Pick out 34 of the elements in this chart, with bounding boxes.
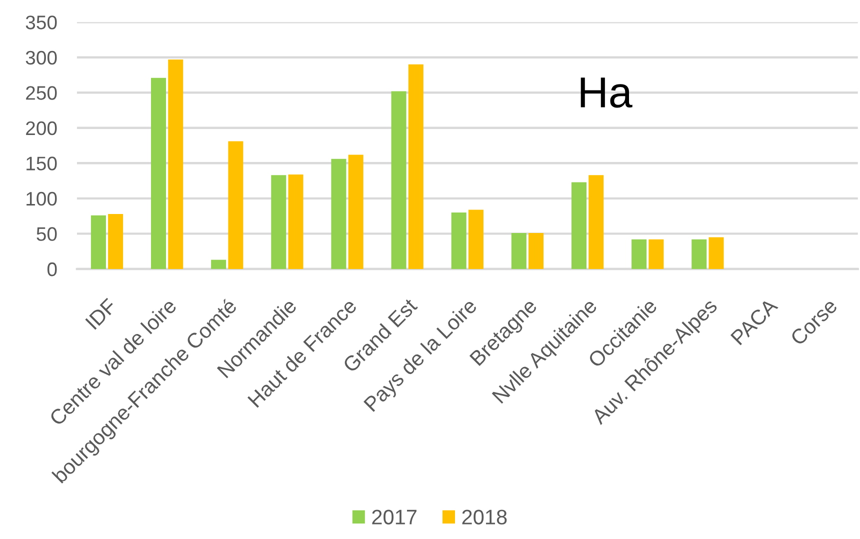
y-tick-label: 50 [36,227,57,241]
bar [588,175,604,269]
y-tick-label: 150 [26,156,57,170]
x-tick-label: IDF [85,298,118,330]
bar [90,215,106,269]
bar [211,260,226,269]
bar [271,175,286,269]
bar [288,174,304,269]
y-tick-label: 100 [26,192,57,206]
bar [151,78,166,269]
bar [648,239,664,269]
y-tick-label: 250 [26,86,57,100]
bar [168,59,184,269]
bar [108,214,124,269]
bar [228,141,244,269]
annotation: Ha [580,78,632,108]
bar [708,237,724,269]
legend-label: 2018 [462,510,507,524]
bar [632,239,647,269]
bar [451,212,466,269]
bar [331,158,346,269]
y-tick-label: 200 [26,121,57,136]
bar [468,210,484,269]
bar [348,154,364,269]
bar [511,232,526,269]
y-tick-label: 0 [47,262,57,276]
bar [528,232,544,269]
bar [408,64,424,269]
bar [391,91,406,269]
legend-label: 2017 [372,510,416,524]
y-tick-label: 300 [26,50,57,65]
bar [571,182,586,269]
bar [692,239,707,269]
y-tick-label: 350 [26,16,57,30]
